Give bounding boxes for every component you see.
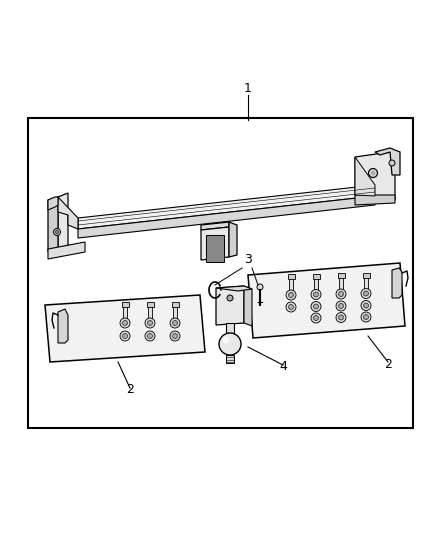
Circle shape: [170, 331, 180, 341]
Polygon shape: [58, 197, 78, 229]
Polygon shape: [48, 197, 58, 210]
Polygon shape: [58, 193, 68, 249]
Bar: [289, 278, 293, 292]
Bar: [28, 118, 413, 428]
Circle shape: [336, 312, 346, 322]
Bar: [364, 277, 368, 290]
Polygon shape: [48, 242, 85, 259]
Bar: [146, 302, 153, 307]
Bar: [226, 355, 234, 363]
Circle shape: [145, 331, 155, 341]
Bar: [339, 277, 343, 291]
Circle shape: [314, 316, 318, 320]
Bar: [287, 274, 294, 279]
Polygon shape: [375, 148, 400, 175]
Circle shape: [145, 318, 155, 328]
Circle shape: [361, 312, 371, 322]
Circle shape: [336, 289, 346, 299]
Polygon shape: [355, 195, 395, 205]
Circle shape: [339, 292, 343, 296]
Circle shape: [361, 301, 371, 311]
Circle shape: [389, 160, 395, 166]
Circle shape: [314, 292, 318, 297]
Circle shape: [173, 334, 177, 338]
Circle shape: [123, 320, 127, 326]
Circle shape: [286, 302, 296, 312]
Circle shape: [364, 314, 368, 319]
Bar: [121, 302, 128, 307]
Circle shape: [227, 295, 233, 301]
Circle shape: [53, 229, 60, 236]
Bar: [123, 306, 127, 320]
Circle shape: [148, 334, 152, 338]
Circle shape: [219, 333, 241, 355]
Bar: [172, 302, 179, 307]
Polygon shape: [58, 309, 68, 343]
Circle shape: [339, 303, 343, 309]
Bar: [148, 306, 152, 320]
Circle shape: [311, 302, 321, 311]
Circle shape: [368, 168, 378, 177]
Polygon shape: [48, 197, 58, 252]
Circle shape: [361, 288, 371, 298]
Circle shape: [336, 301, 346, 311]
Bar: [338, 273, 345, 278]
Text: 2: 2: [384, 358, 392, 371]
Bar: [314, 278, 318, 292]
Bar: [173, 306, 177, 320]
Polygon shape: [201, 222, 229, 230]
Polygon shape: [78, 185, 375, 229]
Text: 4: 4: [279, 360, 287, 373]
Polygon shape: [248, 263, 405, 338]
Circle shape: [56, 230, 59, 233]
Circle shape: [123, 334, 127, 338]
Polygon shape: [355, 152, 395, 200]
Polygon shape: [201, 227, 229, 260]
Circle shape: [120, 318, 130, 328]
Circle shape: [314, 304, 318, 309]
Circle shape: [311, 289, 321, 300]
Circle shape: [289, 304, 293, 310]
Polygon shape: [78, 196, 375, 238]
Polygon shape: [392, 268, 402, 298]
Circle shape: [364, 291, 368, 296]
Bar: [312, 273, 319, 279]
Circle shape: [286, 290, 296, 300]
Circle shape: [173, 320, 177, 326]
Circle shape: [257, 284, 263, 290]
Bar: [363, 272, 370, 278]
Circle shape: [371, 171, 375, 175]
Polygon shape: [355, 157, 375, 196]
Polygon shape: [229, 222, 237, 257]
Circle shape: [311, 313, 321, 323]
Bar: [226, 323, 234, 333]
Text: 2: 2: [126, 383, 134, 396]
Circle shape: [289, 293, 293, 297]
Text: 3: 3: [244, 253, 252, 266]
Polygon shape: [45, 295, 205, 362]
Polygon shape: [216, 286, 252, 291]
Polygon shape: [216, 286, 244, 325]
Circle shape: [148, 320, 152, 326]
Polygon shape: [244, 286, 252, 326]
Text: 1: 1: [244, 82, 252, 94]
Circle shape: [364, 303, 368, 308]
Bar: [206, 235, 224, 262]
Circle shape: [120, 331, 130, 341]
Circle shape: [170, 318, 180, 328]
Circle shape: [339, 315, 343, 320]
Circle shape: [223, 336, 230, 343]
